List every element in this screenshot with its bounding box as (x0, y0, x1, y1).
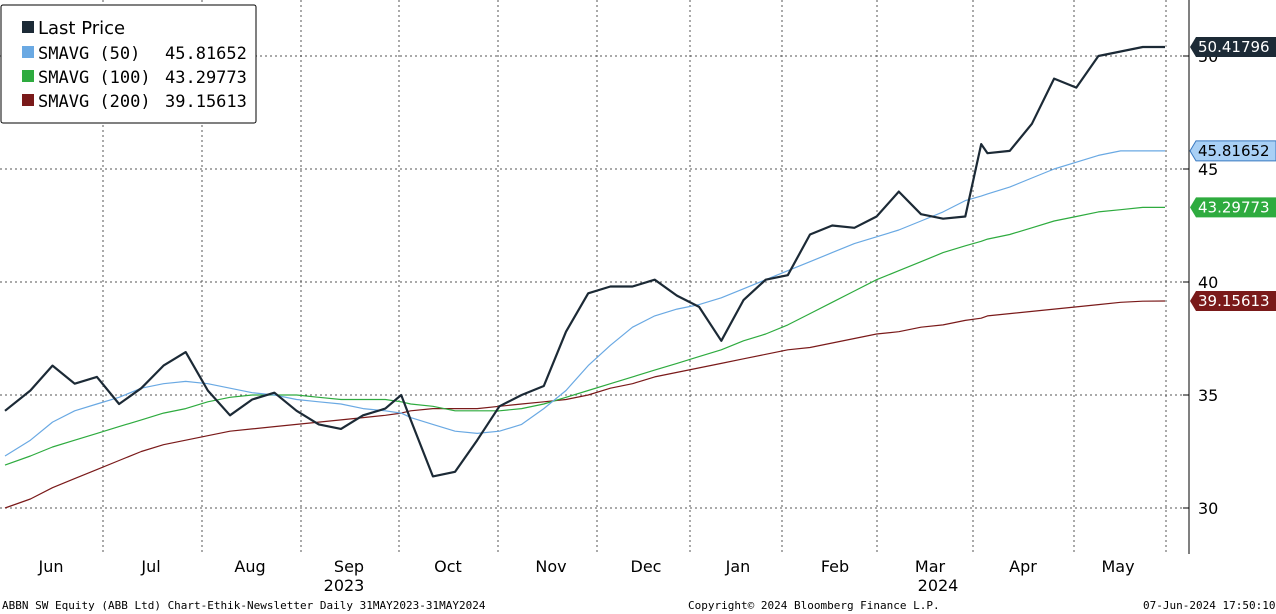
footer-right: 07-Jun-2024 17:50:10 (1143, 599, 1275, 612)
series-line-sma-1 (4, 150, 1165, 457)
price-tag-label: 39.15613 (1198, 292, 1270, 310)
x-month-label: Aug (234, 557, 265, 576)
x-month-label: Mar (915, 557, 946, 576)
price-tags: 50.41796 45.81652 43.29773 39.15613 (1189, 36, 1276, 311)
price-tag-label: 50.41796 (1198, 38, 1270, 56)
x-month-label: Nov (535, 557, 566, 576)
legend-swatch-sma50 (22, 46, 34, 58)
footer-center: Copyright© 2024 Bloomberg Finance L.P. (688, 599, 940, 612)
legend-label-sma100: SMAVG (100) (38, 68, 151, 88)
legend-swatch-last-price (22, 21, 34, 33)
legend-label-sma50: SMAVG (50) (38, 44, 140, 64)
y-tick-label: 35 (1198, 386, 1218, 405)
price-tag-box (1190, 197, 1276, 218)
y-axis-ticks: 3035404550 (1183, 47, 1218, 518)
x-month-label: Oct (434, 557, 462, 576)
x-month-label: Jan (725, 557, 751, 576)
price-tag-label: 45.81652 (1198, 142, 1270, 160)
price-tag-label: 43.29773 (1198, 198, 1270, 216)
y-tick-label: 45 (1198, 160, 1218, 179)
x-month-label: Jun (38, 557, 64, 576)
legend-label-sma200: SMAVG (200) (38, 92, 151, 112)
x-year-label: 2023 (324, 576, 365, 595)
series-lines (4, 45, 1166, 509)
x-axis-labels: Jun Jul Aug Sep Oct Nov Dec Jan Feb Mar Apr May 2023… (38, 557, 1135, 595)
legend-value-sma100: 43.29773 (165, 68, 247, 88)
y-tick-label: 40 (1198, 273, 1218, 292)
price-tag-box (1189, 140, 1276, 162)
price-tag: 39.15613 (1190, 290, 1276, 311)
grid (0, 0, 1189, 554)
price-tag-box (1190, 36, 1276, 57)
x-month-label: Feb (821, 557, 849, 576)
x-month-label: Apr (1009, 557, 1037, 576)
legend-box (0, 4, 257, 124)
price-tag: 50.41796 (1190, 36, 1276, 57)
legend-value-sma50: 45.81652 (165, 44, 247, 64)
series-line-sma-2 (4, 206, 1165, 466)
price-tag: 43.29773 (1190, 197, 1276, 218)
x-month-label: Dec (631, 557, 662, 576)
legend-swatch-sma200 (22, 94, 34, 106)
legend-swatch-sma100 (22, 70, 34, 82)
legend: Last Price SMAVG (50) 45.81652 SMAVG (10… (0, 4, 257, 124)
legend-title: Last Price (38, 18, 125, 39)
price-tag: 45.81652 (1189, 140, 1276, 162)
x-month-label: May (1101, 557, 1134, 576)
x-year-label: 2024 (918, 576, 959, 595)
y-tick-label: 30 (1198, 499, 1218, 518)
price-tag-box (1190, 290, 1276, 311)
legend-value-sma200: 39.15613 (165, 92, 247, 112)
footer-left: ABBN SW Equity (ABB Ltd) Chart-Ethik-New… (2, 599, 486, 612)
x-month-label: Jul (140, 557, 160, 576)
series-line-sma-3 (4, 300, 1166, 509)
x-month-label: Sep (334, 557, 364, 576)
series-line-last-price (4, 45, 1165, 478)
